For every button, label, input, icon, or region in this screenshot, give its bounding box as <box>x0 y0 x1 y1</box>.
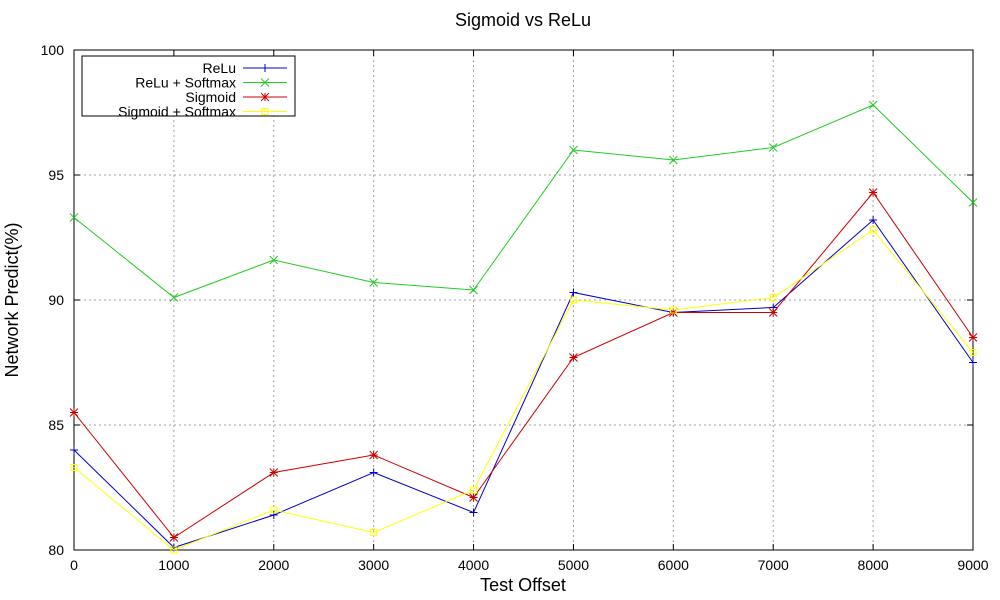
data-point <box>968 333 978 342</box>
y-tick-label: 80 <box>48 542 64 558</box>
y-tick-label: 85 <box>48 417 64 433</box>
data-point <box>269 468 279 477</box>
data-point <box>270 506 278 514</box>
data-point <box>668 155 678 165</box>
series-0 <box>70 216 977 552</box>
x-tick-label: 7000 <box>758 557 789 573</box>
grid-lines <box>74 50 973 550</box>
data-point <box>469 508 478 517</box>
data-point <box>569 296 577 304</box>
data-point <box>170 546 178 554</box>
data-point <box>569 353 578 362</box>
series-1 <box>69 100 978 302</box>
data-point <box>369 468 378 477</box>
x-tick-label: 8000 <box>858 557 889 573</box>
data-point <box>69 408 79 417</box>
data-point <box>169 293 179 302</box>
x-tick-label: 5000 <box>558 557 589 573</box>
x-axis-label: Test Offset <box>480 575 566 595</box>
x-tick-label: 6000 <box>658 557 689 573</box>
x-tick-label: 4000 <box>458 557 489 573</box>
y-tick-label: 100 <box>41 42 65 58</box>
data-point <box>269 511 278 519</box>
x-tick-label: 9000 <box>957 557 988 573</box>
data-point <box>369 278 379 287</box>
data-point <box>569 288 578 297</box>
series-2 <box>69 188 978 542</box>
y-tick-label: 95 <box>48 167 64 183</box>
chart-title: Sigmoid vs ReLu <box>455 10 591 30</box>
data-point <box>470 486 478 494</box>
data-point <box>469 285 478 295</box>
data-point <box>769 294 777 301</box>
legend-marker <box>261 64 269 72</box>
data-point <box>768 308 778 317</box>
data-point <box>169 533 179 542</box>
x-tick-label: 1000 <box>158 557 189 573</box>
legend-marker <box>260 92 270 102</box>
data-point <box>669 306 677 314</box>
data-point <box>868 100 878 110</box>
legend-marker <box>260 78 270 87</box>
axis-ticks: 0 1000 2000 3000 4000 5000 6000 7000 8000 9000 80 8… <box>41 42 989 573</box>
data-point <box>868 188 878 197</box>
series-line <box>73 229 974 551</box>
data-point <box>469 493 478 502</box>
data-point <box>370 529 378 536</box>
series-group <box>69 100 978 554</box>
legend-marker <box>261 108 269 115</box>
legend-box <box>81 55 296 117</box>
data-point <box>968 198 978 207</box>
data-point <box>969 349 977 356</box>
plot-frame <box>73 49 974 551</box>
data-point <box>69 213 79 222</box>
data-point <box>768 143 778 152</box>
series-line <box>73 104 974 299</box>
y-axis-label: Network Predict(%) <box>2 222 22 377</box>
data-point <box>70 446 78 454</box>
x-tick-label: 2000 <box>258 557 289 573</box>
data-point <box>70 464 78 471</box>
data-point <box>369 450 379 460</box>
data-point <box>569 145 578 155</box>
data-point <box>869 216 878 224</box>
series-line <box>73 219 974 549</box>
legend-label: Sigmoid + Softmax <box>118 104 236 120</box>
data-point <box>969 358 977 367</box>
y-tick-label: 90 <box>48 292 64 308</box>
x-tick-label: 3000 <box>358 557 389 573</box>
legend-label: Sigmoid <box>185 89 236 105</box>
series-3 <box>70 226 977 554</box>
legend-label: ReLu <box>203 60 236 76</box>
x-tick-label: 0 <box>70 557 78 573</box>
data-point <box>869 226 877 234</box>
series-line <box>73 191 974 539</box>
data-point <box>269 255 279 265</box>
legend-label: ReLu + Softmax <box>135 75 236 91</box>
